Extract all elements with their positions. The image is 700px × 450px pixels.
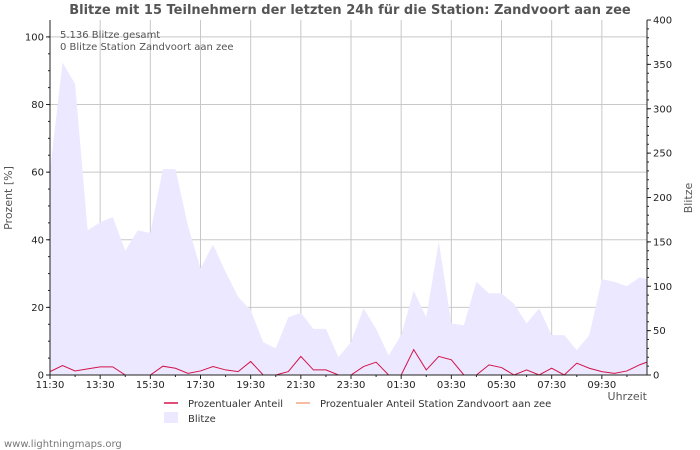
x-tick-label: 01:30 xyxy=(387,380,416,391)
y-left-tick-label: 0 xyxy=(38,371,44,382)
annotation-total: 5.136 Blitze gesamt xyxy=(60,30,160,41)
x-tick-label: 09:30 xyxy=(587,380,616,391)
chart-title: Blitze mit 15 Teilnehmern der letzten 24… xyxy=(69,3,631,18)
blitze-area xyxy=(50,62,647,375)
legend-swatch-blitze xyxy=(164,412,178,423)
blitze-area-layer xyxy=(50,62,647,375)
y-right-tick-label: 100 xyxy=(653,282,672,293)
y-right-tick-label: 0 xyxy=(653,371,659,382)
x-tick-label: 23:30 xyxy=(337,380,366,391)
y-left-tick-label: 60 xyxy=(31,168,44,179)
x-tick-label: 07:30 xyxy=(537,380,566,391)
y-right-tick-label: 300 xyxy=(653,104,672,115)
legend-label-blitze: Blitze xyxy=(188,414,216,425)
y-left-tick-label: 80 xyxy=(31,100,44,111)
y-right-tick-label: 150 xyxy=(653,237,672,248)
y-left-tick-label: 40 xyxy=(31,235,44,246)
footer-source: www.lightningmaps.org xyxy=(4,439,122,450)
x-tick-label: 17:30 xyxy=(186,380,215,391)
legend-label-anteil: Prozentualer Anteil xyxy=(188,399,283,410)
y-right-tick-label: 350 xyxy=(653,60,672,71)
x-axis-label: Uhrzeit xyxy=(608,390,648,403)
y-axis-left-label: Prozent [%] xyxy=(2,166,15,230)
x-tick-label: 05:30 xyxy=(487,380,516,391)
x-tick-label: 19:30 xyxy=(236,380,265,391)
x-tick-label: 11:30 xyxy=(36,380,65,391)
legend-label-station: Prozentualer Anteil Station Zandvoort aa… xyxy=(320,399,551,410)
y-left-tick-label: 20 xyxy=(31,303,44,314)
y-right-tick-label: 250 xyxy=(653,149,672,160)
axes: 0 20 40 60 80 100 0 50 100 150 200 250 300 350 400 11:3… xyxy=(25,16,672,392)
x-tick-label: 21:30 xyxy=(286,380,315,391)
y-axis-right-label: Blitze xyxy=(682,183,695,214)
y-right-tick-label: 50 xyxy=(653,326,666,337)
x-tick-label: 13:30 xyxy=(86,380,115,391)
x-tick-label: 03:30 xyxy=(437,380,466,391)
y-right-tick-label: 400 xyxy=(653,16,672,27)
x-tick-label: 15:30 xyxy=(136,380,165,391)
annotation-station: 0 Blitze Station Zandvoort aan zee xyxy=(60,42,234,53)
legend: Prozentualer Anteil Prozentualer Anteil … xyxy=(164,399,551,425)
y-left-tick-label: 100 xyxy=(25,32,44,43)
y-right-tick-label: 200 xyxy=(653,193,672,204)
